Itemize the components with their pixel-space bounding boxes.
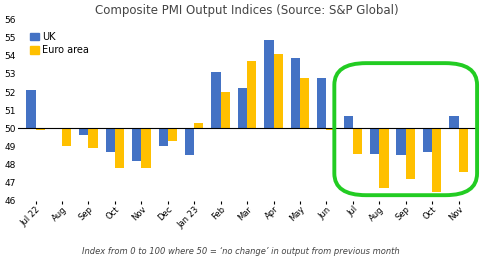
- Bar: [88, 128, 97, 148]
- Bar: [352, 128, 361, 154]
- Bar: [132, 128, 141, 161]
- Bar: [369, 128, 379, 154]
- Bar: [422, 128, 431, 152]
- Bar: [396, 128, 405, 155]
- Bar: [79, 128, 88, 135]
- Bar: [273, 54, 282, 128]
- Bar: [431, 128, 441, 191]
- Bar: [141, 128, 150, 168]
- Bar: [185, 128, 194, 155]
- Bar: [26, 90, 36, 128]
- Bar: [115, 128, 124, 168]
- Bar: [106, 128, 115, 152]
- Bar: [316, 78, 326, 128]
- Bar: [168, 128, 177, 141]
- Bar: [457, 128, 467, 172]
- Bar: [237, 88, 247, 128]
- Legend: UK, Euro area: UK, Euro area: [28, 30, 91, 57]
- Bar: [448, 116, 457, 128]
- Bar: [194, 123, 203, 128]
- Bar: [247, 61, 256, 128]
- Bar: [379, 128, 388, 188]
- Bar: [62, 128, 71, 146]
- Bar: [220, 92, 229, 128]
- Bar: [264, 40, 273, 128]
- Bar: [211, 72, 220, 128]
- Bar: [300, 78, 309, 128]
- Title: Composite PMI Output Indices (Source: S&P Global): Composite PMI Output Indices (Source: S&…: [95, 4, 398, 17]
- Bar: [326, 128, 335, 130]
- Text: Index from 0 to 100 where 50 = ‘no change’ in output from previous month: Index from 0 to 100 where 50 = ‘no chang…: [82, 247, 398, 256]
- Bar: [158, 128, 168, 146]
- Bar: [36, 128, 45, 130]
- Bar: [290, 58, 300, 128]
- Bar: [343, 116, 352, 128]
- Bar: [405, 128, 414, 179]
